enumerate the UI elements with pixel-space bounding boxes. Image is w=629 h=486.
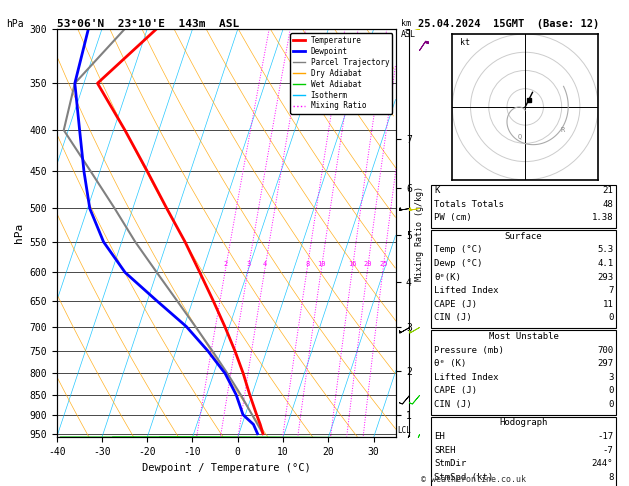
Text: Pressure (mb): Pressure (mb) (434, 346, 504, 355)
Text: StmSpd (kt): StmSpd (kt) (434, 473, 493, 482)
Text: R: R (561, 127, 565, 134)
Text: 25: 25 (379, 260, 387, 266)
Text: CAPE (J): CAPE (J) (434, 386, 477, 396)
Text: LCL: LCL (397, 426, 411, 434)
Text: Lifted Index: Lifted Index (434, 286, 499, 295)
Text: 10: 10 (318, 260, 326, 266)
Text: CAPE (J): CAPE (J) (434, 300, 477, 309)
Text: 48: 48 (603, 200, 613, 209)
Text: θᵉ(K): θᵉ(K) (434, 273, 461, 282)
Text: SREH: SREH (434, 446, 455, 455)
Text: 0: 0 (608, 386, 613, 396)
Text: 53°06'N  23°10'E  143m  ASL: 53°06'N 23°10'E 143m ASL (57, 19, 239, 30)
Text: Dewp (°C): Dewp (°C) (434, 259, 482, 268)
Text: © weatheronline.co.uk: © weatheronline.co.uk (421, 474, 526, 484)
Text: 7: 7 (608, 286, 613, 295)
Text: θᵉ (K): θᵉ (K) (434, 359, 466, 368)
Text: -17: -17 (597, 432, 613, 441)
Text: 293: 293 (597, 273, 613, 282)
Text: Temp (°C): Temp (°C) (434, 245, 482, 255)
Text: 25.04.2024  15GMT  (Base: 12): 25.04.2024 15GMT (Base: 12) (418, 19, 599, 30)
Text: 244°: 244° (592, 459, 613, 469)
Text: Totals Totals: Totals Totals (434, 200, 504, 209)
Text: 1.38: 1.38 (592, 213, 613, 223)
Text: Q: Q (517, 134, 521, 139)
Text: Most Unstable: Most Unstable (489, 332, 559, 341)
Text: Lifted Index: Lifted Index (434, 373, 499, 382)
Text: CIN (J): CIN (J) (434, 313, 472, 323)
Text: Surface: Surface (505, 232, 542, 241)
Text: 21: 21 (603, 186, 613, 195)
Text: 11: 11 (603, 300, 613, 309)
Text: StmDir: StmDir (434, 459, 466, 469)
Text: K: K (434, 186, 440, 195)
Text: kt: kt (460, 38, 470, 47)
Text: CIN (J): CIN (J) (434, 400, 472, 409)
Text: 0: 0 (608, 400, 613, 409)
Text: 2: 2 (224, 260, 228, 266)
Text: PW (cm): PW (cm) (434, 213, 472, 223)
Text: 0: 0 (608, 313, 613, 323)
Text: 4: 4 (263, 260, 267, 266)
Text: 16: 16 (348, 260, 357, 266)
Text: 297: 297 (597, 359, 613, 368)
X-axis label: Dewpoint / Temperature (°C): Dewpoint / Temperature (°C) (142, 463, 311, 473)
Text: 5.3: 5.3 (597, 245, 613, 255)
Text: km
ASL: km ASL (401, 19, 416, 39)
Text: EH: EH (434, 432, 445, 441)
Y-axis label: hPa: hPa (14, 223, 24, 243)
Text: 20: 20 (364, 260, 372, 266)
Text: 3: 3 (247, 260, 251, 266)
Y-axis label: Mixing Ratio (g/kg): Mixing Ratio (g/kg) (415, 186, 424, 281)
Legend: Temperature, Dewpoint, Parcel Trajectory, Dry Adiabat, Wet Adiabat, Isotherm, Mi: Temperature, Dewpoint, Parcel Trajectory… (290, 33, 392, 114)
Text: 3: 3 (608, 373, 613, 382)
Text: 4.1: 4.1 (597, 259, 613, 268)
Text: 700: 700 (597, 346, 613, 355)
Text: -7: -7 (603, 446, 613, 455)
Text: Hodograph: Hodograph (499, 418, 548, 428)
Text: 8: 8 (608, 473, 613, 482)
Text: 8: 8 (305, 260, 309, 266)
Text: hPa: hPa (6, 19, 24, 30)
